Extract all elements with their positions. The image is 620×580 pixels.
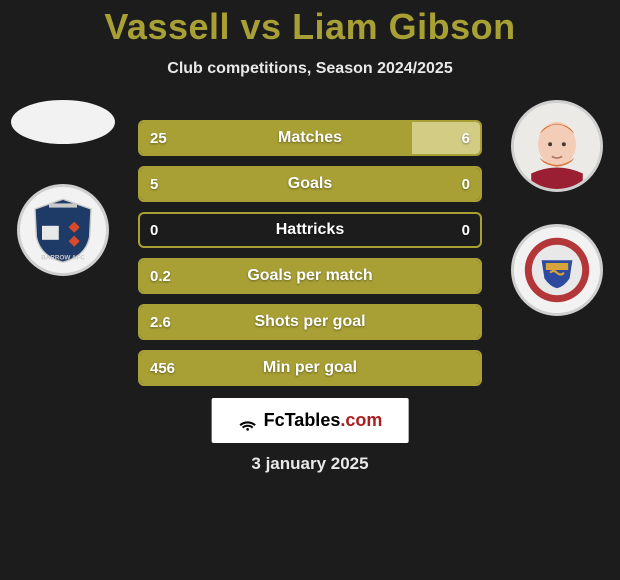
stat-right-value [460, 352, 480, 384]
subtitle: Club competitions, Season 2024/2025 [0, 60, 620, 78]
svg-text:BARROW AFC: BARROW AFC [41, 254, 85, 261]
stat-right-value: 6 [412, 122, 480, 154]
stat-left-value: 25 [140, 122, 412, 154]
brand-suffix: .com [340, 410, 382, 430]
stat-right-value: 0 [460, 168, 480, 200]
left-club-crest: BARROW AFC [17, 184, 109, 276]
stat-row: 456Min per goal [138, 350, 482, 386]
branding-badge: FcTables.com [212, 398, 409, 443]
right-player-photo [511, 100, 603, 192]
stat-row: 2.6Shots per goal [138, 304, 482, 340]
stat-left-value: 0.2 [140, 260, 460, 292]
stats-table: 256Matches 50Goals 00Hattricks 0.2Goals per… [138, 120, 482, 386]
right-player-column [502, 100, 612, 316]
date-label: 3 january 2025 [0, 454, 620, 474]
player-head-icon [514, 100, 600, 192]
shield-icon [522, 235, 592, 305]
stat-left-value: 2.6 [140, 306, 460, 338]
page-title: Vassell vs Liam Gibson [0, 0, 620, 48]
stat-left-value: 456 [140, 352, 460, 384]
stat-left-value: 0 [140, 214, 310, 246]
brand-text: FcTables.com [264, 410, 383, 431]
stat-row: 50Goals [138, 166, 482, 202]
stat-right-value [460, 306, 480, 338]
stat-row: 0.2Goals per match [138, 258, 482, 294]
shield-icon: BARROW AFC [28, 195, 98, 265]
stat-right-value: 0 [310, 214, 480, 246]
stat-left-value: 5 [140, 168, 460, 200]
right-club-crest [511, 224, 603, 316]
brand-prefix: FcTables [264, 410, 341, 430]
left-player-photo-placeholder [11, 100, 115, 144]
stat-row: 00Hattricks [138, 212, 482, 248]
signal-icon [238, 411, 258, 431]
stat-row: 256Matches [138, 120, 482, 156]
left-player-column: BARROW AFC [8, 100, 118, 276]
stat-right-value [460, 260, 480, 292]
